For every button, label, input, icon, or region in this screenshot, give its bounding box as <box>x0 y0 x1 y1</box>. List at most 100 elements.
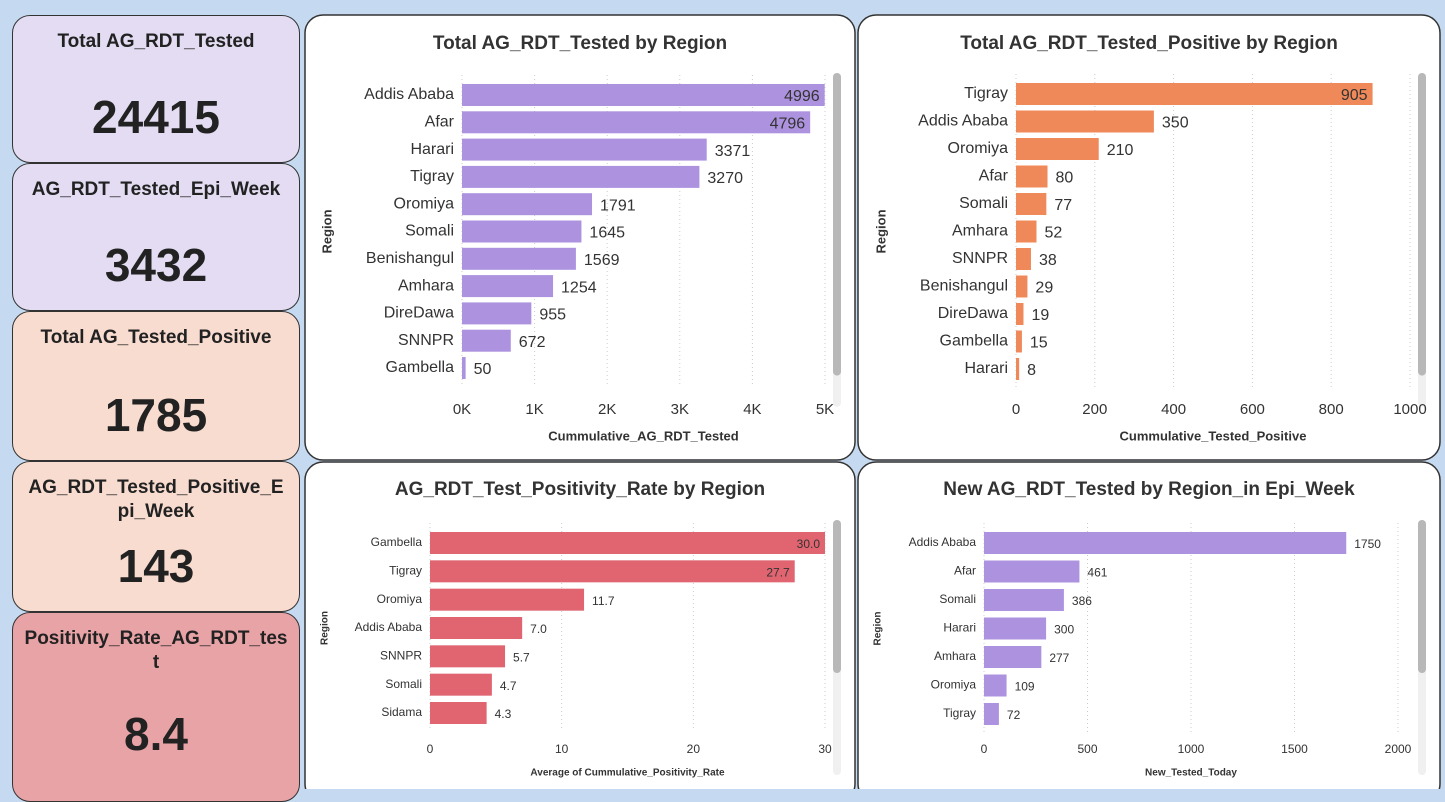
bar <box>462 302 532 325</box>
x-tick-label: 400 <box>1161 401 1186 418</box>
x-tick-label: 20 <box>687 742 701 756</box>
x-tick-label: 1000 <box>1393 401 1426 418</box>
kpi-title: AG_RDT_Tested_Positive_Epi_Week <box>28 477 284 522</box>
y-axis-label: Region <box>319 209 334 253</box>
x-axis-label: Cummulative_Tested_Positive <box>1120 428 1307 443</box>
value-label: 50 <box>474 361 492 378</box>
category-label: Tigray <box>964 85 1008 102</box>
x-tick-label: 200 <box>1082 401 1107 418</box>
bar <box>1016 138 1099 160</box>
y-axis-label: Region <box>320 611 331 645</box>
value-label: 1645 <box>589 225 625 242</box>
category-label: Somali <box>959 195 1008 212</box>
kpi-value: 8.4 <box>124 708 188 760</box>
bar <box>430 702 487 724</box>
bar <box>984 646 1042 668</box>
value-label: 4.3 <box>495 707 512 721</box>
x-tick-label: 0 <box>1012 401 1020 418</box>
value-label: 4996 <box>784 88 820 105</box>
bar <box>1016 303 1024 325</box>
value-label: 672 <box>519 334 546 351</box>
x-tick-label: 800 <box>1319 401 1344 418</box>
x-tick-label: 1500 <box>1281 742 1308 756</box>
value-label: 29 <box>1035 280 1053 297</box>
category-label: Somali <box>939 592 976 606</box>
kpi-card: AG_RDT_Tested_Positive_Epi_Week 143 <box>12 461 300 612</box>
bar <box>984 703 999 725</box>
scrollbar-thumb <box>1418 520 1426 673</box>
bar <box>1016 110 1154 133</box>
category-label: Addis Ababa <box>909 535 977 549</box>
x-tick-label: 10 <box>555 742 569 756</box>
category-label: DireDawa <box>938 305 1008 322</box>
kpi-card: Positivity_Rate_AG_RDT_test 8.4 <box>12 612 300 802</box>
scrollbar-thumb <box>1418 73 1426 376</box>
category-label: Oromiya <box>394 195 455 212</box>
category-label: Benishangul <box>920 278 1008 295</box>
category-label: Sidama <box>381 705 422 719</box>
kpi-title: Total AG_RDT_Tested <box>57 31 255 52</box>
x-tick-label: 1000 <box>1178 742 1205 756</box>
category-label: DireDawa <box>384 305 454 322</box>
category-label: Addis Ababa <box>355 620 423 634</box>
bar <box>462 220 582 243</box>
chart-title: Total AG_RDT_Tested_Positive by Region <box>960 33 1338 54</box>
value-label: 210 <box>1107 142 1134 159</box>
value-label: 1254 <box>561 279 597 296</box>
value-label: 109 <box>1015 680 1035 694</box>
x-tick-label: 0 <box>427 742 434 756</box>
category-label: Harari <box>943 621 976 635</box>
category-label: Harari <box>964 360 1008 377</box>
category-label: Afar <box>979 168 1009 185</box>
category-label: Benishangul <box>366 250 454 267</box>
x-tick-label: 500 <box>1077 742 1097 756</box>
value-label: 955 <box>539 307 566 324</box>
category-label: Oromiya <box>377 592 423 606</box>
category-label: Addis Ababa <box>918 113 1008 130</box>
kpi-title: Total AG_Tested_Positive <box>40 327 272 348</box>
category-label: Tigray <box>943 706 976 720</box>
category-label: Tigray <box>389 564 422 578</box>
bar <box>430 588 585 611</box>
bar <box>1016 83 1373 105</box>
bar <box>462 275 554 298</box>
chart-title: Total AG_RDT_Tested by Region <box>433 33 727 54</box>
kpi-value: 143 <box>117 540 195 592</box>
y-axis-label: Region <box>873 209 888 253</box>
x-tick-label: 2000 <box>1385 742 1412 756</box>
value-label: 350 <box>1162 115 1189 132</box>
x-tick-label: 600 <box>1240 401 1265 418</box>
bar <box>984 560 1080 583</box>
y-axis-label: Region <box>873 612 884 646</box>
value-label: 38 <box>1039 252 1057 269</box>
category-label: Gambella <box>386 359 455 376</box>
x-tick-label: 4K <box>743 401 761 418</box>
category-label: Oromiya <box>948 140 1009 157</box>
x-axis-label: Cummulative_AG_RDT_Tested <box>548 428 739 443</box>
category-label: SNNPR <box>380 649 422 663</box>
bar <box>1016 275 1028 298</box>
x-tick-label: 3K <box>671 401 689 418</box>
value-label: 27.7 <box>766 566 790 580</box>
value-label: 11.7 <box>592 594 615 608</box>
value-label: 15 <box>1030 335 1048 352</box>
kpi-value: 3432 <box>104 239 208 291</box>
bar <box>462 111 811 134</box>
kpi-card: Total AG_RDT_Tested 24415 <box>12 15 300 163</box>
bar <box>462 165 700 188</box>
value-label: 300 <box>1054 623 1074 637</box>
bar <box>430 560 795 583</box>
category-label: SNNPR <box>952 250 1008 267</box>
value-label: 80 <box>1056 170 1074 187</box>
category-label: Oromiya <box>931 678 977 692</box>
bar <box>1016 248 1031 270</box>
value-label: 4796 <box>770 116 806 133</box>
bar <box>462 84 825 106</box>
value-label: 30.0 <box>797 537 821 551</box>
category-label: Amhara <box>398 277 454 294</box>
kpi-value: 1785 <box>104 389 208 441</box>
value-label: 77 <box>1054 197 1072 214</box>
value-label: 19 <box>1031 307 1049 324</box>
value-label: 72 <box>1007 708 1021 722</box>
